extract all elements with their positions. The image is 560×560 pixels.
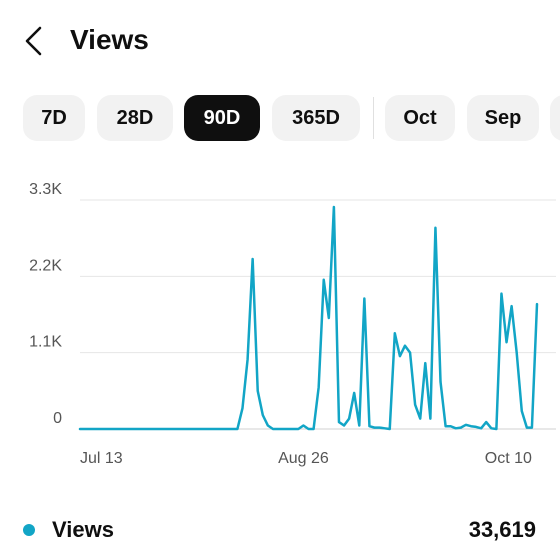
- views-line-chart: 0 1.1K 2.2K 3.3K Jul 13 Aug 26 Oct 10: [29, 181, 556, 467]
- chip-90d[interactable]: 90D: [184, 95, 260, 141]
- chip-partial[interactable]: [550, 95, 560, 141]
- x-tick-label: Aug 26: [278, 450, 329, 467]
- chip-365d[interactable]: 365D: [272, 95, 360, 141]
- chip-28d[interactable]: 28D: [97, 95, 173, 141]
- y-tick-label: 3.3K: [29, 181, 62, 198]
- header: Views: [0, 0, 560, 80]
- date-range-chips: 7D 28D 90D 365D Oct Sep: [0, 95, 560, 141]
- chip-7d[interactable]: 7D: [23, 95, 85, 141]
- y-tick-label: 1.1K: [29, 334, 62, 351]
- chip-divider: [373, 97, 374, 139]
- y-tick-label: 0: [53, 410, 62, 427]
- legend-dot-icon: [23, 524, 35, 536]
- legend-total-value: 33,619: [468, 517, 536, 542]
- back-button[interactable]: [18, 24, 50, 58]
- legend: Views 33,619: [0, 510, 560, 550]
- y-tick-label: 2.2K: [29, 257, 62, 274]
- chip-sep[interactable]: Sep: [467, 95, 539, 141]
- legend-series-name: Views: [52, 517, 114, 542]
- x-tick-label: Jul 13: [80, 450, 123, 467]
- series-line-views: [78, 205, 539, 431]
- x-tick-label: Oct 10: [485, 450, 532, 467]
- page-title: Views: [70, 24, 149, 55]
- chevron-left-icon: [25, 26, 42, 56]
- chip-oct[interactable]: Oct: [385, 95, 455, 141]
